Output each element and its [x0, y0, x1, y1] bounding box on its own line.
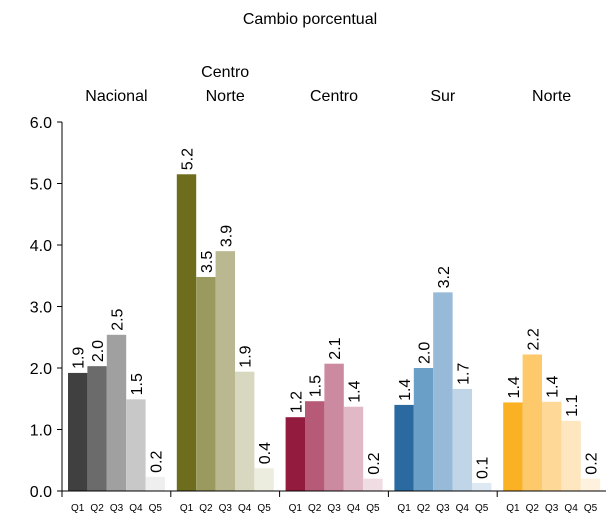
value-label: 1.1 — [564, 395, 581, 417]
x-tick-label: Q5 — [584, 503, 598, 514]
x-tick-label: Q5 — [257, 503, 271, 514]
value-label: 0.2 — [148, 451, 165, 473]
y-tick-label: 1.0 — [30, 423, 52, 440]
value-label: 5.2 — [180, 148, 197, 170]
x-tick-label: Q1 — [289, 503, 303, 514]
value-label: 1.5 — [129, 373, 146, 395]
value-label: 3.9 — [218, 225, 235, 247]
y-tick-label: 2.0 — [30, 361, 52, 378]
bar — [343, 406, 364, 491]
value-label: 2.0 — [417, 342, 434, 364]
x-tick-label: Q5 — [149, 503, 163, 514]
bar — [522, 354, 542, 491]
value-label: 0.4 — [257, 442, 274, 464]
value-label: 1.4 — [545, 375, 562, 397]
bar — [176, 174, 197, 491]
bar — [106, 334, 127, 491]
value-label: 3.5 — [199, 251, 216, 273]
value-label: 1.7 — [455, 363, 472, 385]
value-label: 3.2 — [436, 266, 453, 288]
bar — [433, 292, 453, 491]
bar — [580, 478, 601, 491]
y-tick-label: 5.0 — [30, 177, 52, 194]
x-tick-label: Q4 — [564, 503, 578, 514]
bar — [305, 401, 325, 491]
value-label: 0.2 — [584, 452, 601, 474]
bar — [561, 420, 581, 491]
value-label: 2.5 — [110, 308, 127, 330]
x-tick-label: Q2 — [417, 503, 431, 514]
chart-title: Cambio porcentual — [243, 11, 377, 28]
x-tick-label: Q2 — [526, 503, 540, 514]
group-label: Sur — [430, 88, 456, 105]
group-label: Centro — [310, 88, 358, 105]
x-tick-label: Q3 — [219, 503, 233, 514]
bar — [68, 372, 88, 491]
bar — [87, 366, 107, 491]
value-label: 1.4 — [506, 376, 523, 398]
x-tick-label: Q1 — [397, 503, 411, 514]
bar — [126, 399, 146, 491]
value-label: 2.2 — [525, 328, 542, 350]
x-tick-label: Q3 — [545, 503, 559, 514]
bar — [452, 388, 472, 491]
bar — [394, 404, 414, 491]
x-tick-label: Q2 — [90, 503, 104, 514]
x-tick-label: Q4 — [347, 503, 361, 514]
bar — [363, 478, 383, 491]
x-tick-label: Q4 — [238, 503, 252, 514]
bar — [254, 468, 274, 491]
group-label: Centro Norte — [201, 64, 249, 105]
value-label: 1.9 — [238, 345, 255, 367]
value-label: 0.1 — [475, 457, 492, 479]
y-tick-label: 4.0 — [30, 238, 52, 255]
x-tick-label: Q1 — [71, 503, 85, 514]
y-tick-label: 0.0 — [30, 484, 52, 501]
bar — [196, 276, 216, 491]
x-tick-label: Q1 — [180, 503, 194, 514]
x-tick-label: Q2 — [199, 503, 213, 514]
value-label: 0.2 — [366, 452, 383, 474]
x-tick-label: Q5 — [366, 503, 380, 514]
bar — [145, 476, 165, 491]
y-tick-label: 6.0 — [30, 115, 52, 132]
x-tick-label: Q4 — [129, 503, 143, 514]
x-tick-label: Q4 — [456, 503, 470, 514]
value-label: 1.2 — [288, 391, 305, 413]
bar — [215, 251, 235, 491]
x-tick-label: Q2 — [308, 503, 322, 514]
x-tick-label: Q5 — [475, 503, 489, 514]
bar — [235, 371, 255, 491]
group-label: Norte — [532, 88, 571, 105]
value-label: 2.0 — [90, 340, 107, 362]
group-label: Nacional — [85, 88, 147, 105]
x-tick-label: Q3 — [327, 503, 341, 514]
bar — [542, 401, 562, 491]
value-label: 1.4 — [397, 379, 414, 401]
x-tick-label: Q3 — [436, 503, 450, 514]
value-label: 1.9 — [71, 347, 88, 369]
bar — [285, 417, 305, 491]
bar — [503, 402, 523, 491]
bar — [472, 483, 492, 491]
x-tick-label: Q3 — [110, 503, 124, 514]
value-label: 2.1 — [327, 337, 344, 359]
value-label: 1.5 — [308, 375, 325, 397]
y-tick-label: 3.0 — [30, 300, 52, 317]
bar — [324, 363, 344, 491]
bar — [413, 368, 434, 491]
value-label: 1.4 — [347, 380, 364, 402]
x-tick-label: Q1 — [506, 503, 520, 514]
